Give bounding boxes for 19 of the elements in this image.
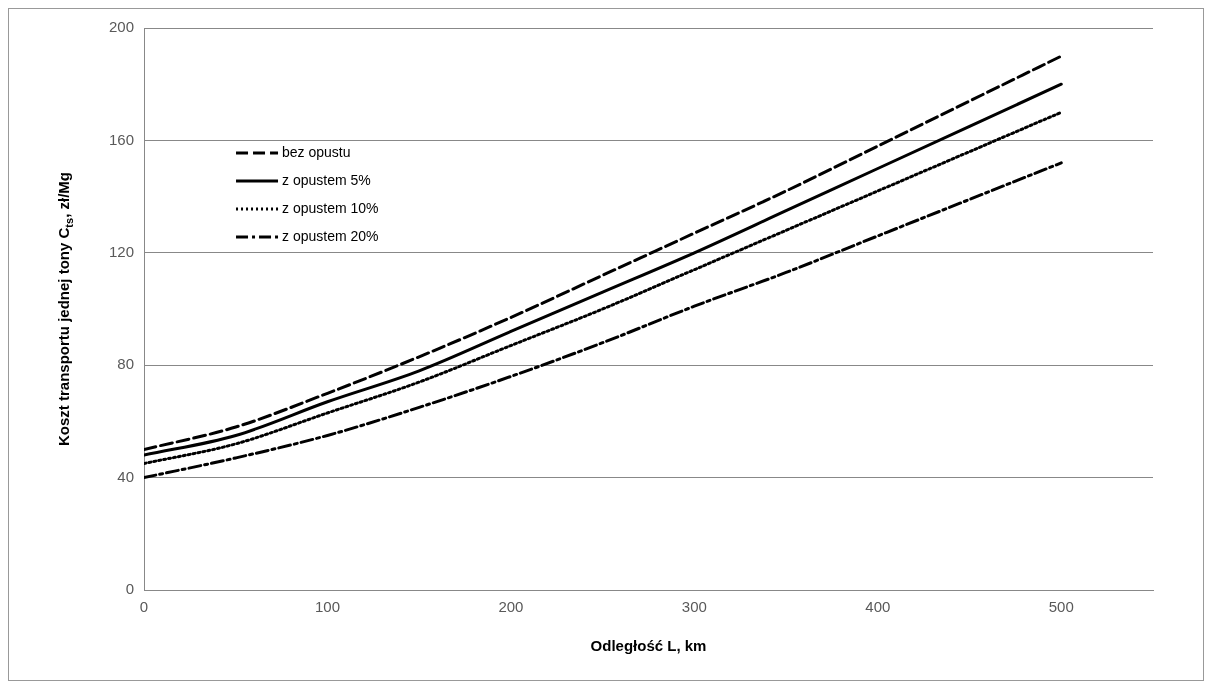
x-tick-label: 400: [865, 598, 891, 616]
legend-label: z opustem 10%: [282, 199, 379, 216]
legend-label: z opustem 5%: [282, 171, 371, 188]
x-tick-label: 100: [314, 598, 340, 616]
legend-label: bez opustu: [282, 143, 351, 160]
x-tick-label: 0: [139, 598, 149, 616]
y-tick-label: 40: [117, 467, 135, 485]
line-series: [144, 161, 1063, 480]
x-axis-title: Odległość L, km: [590, 637, 707, 655]
y-tick-label: 120: [109, 242, 135, 260]
y-tick-label: 80: [117, 355, 135, 373]
y-tick-label: 160: [109, 130, 135, 148]
legend-label: z opustem 20%: [282, 227, 379, 244]
y-axis-title: Koszt transportu jednej tony Cts, zł/Mg: [55, 172, 75, 446]
x-tick-label: 500: [1048, 598, 1074, 616]
x-tick-label: 200: [498, 598, 524, 616]
y-tick-label: 0: [125, 580, 135, 598]
y-tick-label: 200: [109, 18, 135, 36]
x-tick-label: 300: [681, 598, 707, 616]
